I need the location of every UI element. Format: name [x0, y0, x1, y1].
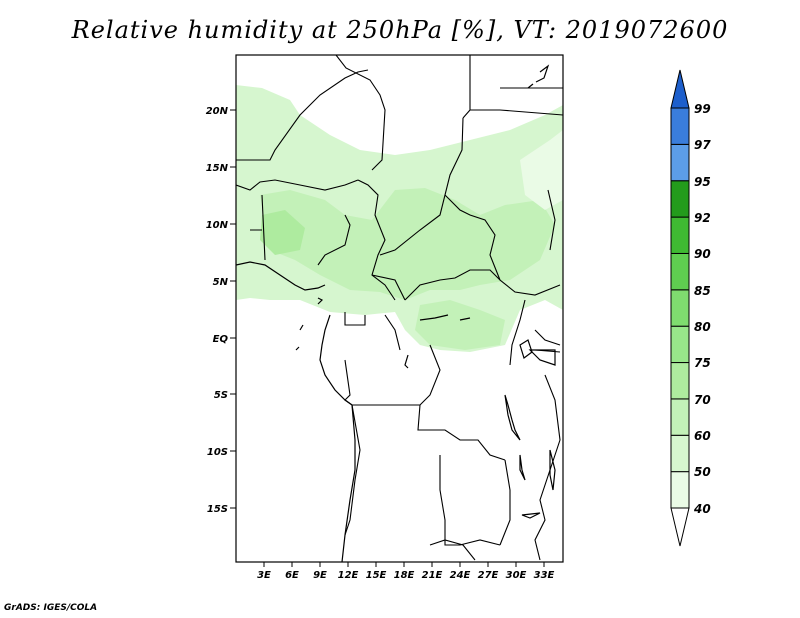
humidity-patch-congo	[415, 300, 505, 350]
colorbar-label-50: 50	[694, 465, 711, 479]
lon-labels: 3E 6E 9E 12E 15E 18E 21E 24E 27E 30E 33E	[257, 570, 554, 581]
colorbar-box-85	[670, 252, 690, 291]
colorbar-label-97: 97	[694, 138, 711, 152]
colorbar-box-90	[670, 216, 690, 254]
lon-label-6e: 6E	[285, 570, 299, 581]
map-title: Relative humidity at 250hPa [%], VT: 201…	[71, 16, 729, 44]
colorbar-label-70: 70	[694, 393, 711, 407]
lon-label-24e: 24E	[450, 570, 471, 581]
humidity-patch-west	[260, 210, 305, 255]
colorbar-box-95	[670, 143, 690, 182]
colorbar-label-60: 60	[694, 429, 711, 443]
lon-label-33e: 33E	[534, 570, 555, 581]
colorbar-box-97	[670, 107, 690, 145]
lon-label-18e: 18E	[394, 570, 415, 581]
colorbar-box-70	[670, 362, 690, 400]
lon-label-30e: 30E	[506, 570, 527, 581]
colorbar-box-92	[670, 180, 690, 218]
lat-label-eq: EQ	[213, 334, 229, 345]
lon-label-21e: 21E	[422, 570, 443, 581]
colorbar: 40 50 60 70 75 80 85 90 92 95 97 99	[670, 69, 711, 547]
lat-label-15n: 15N	[206, 163, 229, 174]
colorbar-boxes	[670, 107, 690, 509]
colorbar-label-80: 80	[694, 320, 711, 334]
colorbar-label-40: 40	[693, 502, 711, 516]
colorbar-box-60	[670, 398, 690, 436]
lat-label-10s: 10S	[207, 447, 228, 458]
colorbar-label-85: 85	[694, 284, 711, 298]
grads-credit: GrADS: IGES/COLA	[4, 603, 98, 613]
humidity-band-inner	[260, 188, 555, 300]
colorbar-label-92: 92	[694, 211, 711, 225]
lat-label-20n: 20N	[206, 106, 229, 117]
lon-label-15e: 15E	[366, 570, 387, 581]
humidity-patch-east	[520, 130, 563, 210]
colorbar-box-80	[670, 289, 690, 327]
lat-label-5s: 5S	[214, 390, 228, 401]
colorbar-labels: 40 50 60 70 75 80 85 90 92 95 97 99	[693, 102, 711, 516]
axis-ticks	[230, 109, 545, 567]
country-borders	[236, 55, 563, 561]
lat-label-5n: 5N	[213, 277, 229, 288]
colorbar-label-75: 75	[694, 356, 711, 370]
lat-label-10n: 10N	[206, 220, 229, 231]
colorbar-label-95: 95	[694, 175, 711, 189]
coastlines	[236, 64, 556, 562]
lon-label-3e: 3E	[257, 570, 271, 581]
lon-label-12e: 12E	[338, 570, 359, 581]
lat-label-15s: 15S	[207, 504, 228, 515]
lat-labels: 20N 15N 10N 5N EQ 5S 10S 15S	[206, 106, 229, 515]
lon-label-27e: 27E	[478, 570, 499, 581]
colorbar-box-50	[670, 434, 690, 473]
lon-label-9e: 9E	[313, 570, 327, 581]
colorbar-label-90: 90	[694, 247, 711, 261]
map-frame	[235, 54, 564, 563]
colorbar-top-arrow	[670, 69, 690, 109]
colorbar-box-40	[670, 471, 690, 509]
humidity-field	[236, 85, 563, 352]
colorbar-label-99: 99	[694, 102, 711, 116]
colorbar-box-75	[670, 325, 690, 364]
colorbar-bottom-arrow	[670, 507, 690, 547]
